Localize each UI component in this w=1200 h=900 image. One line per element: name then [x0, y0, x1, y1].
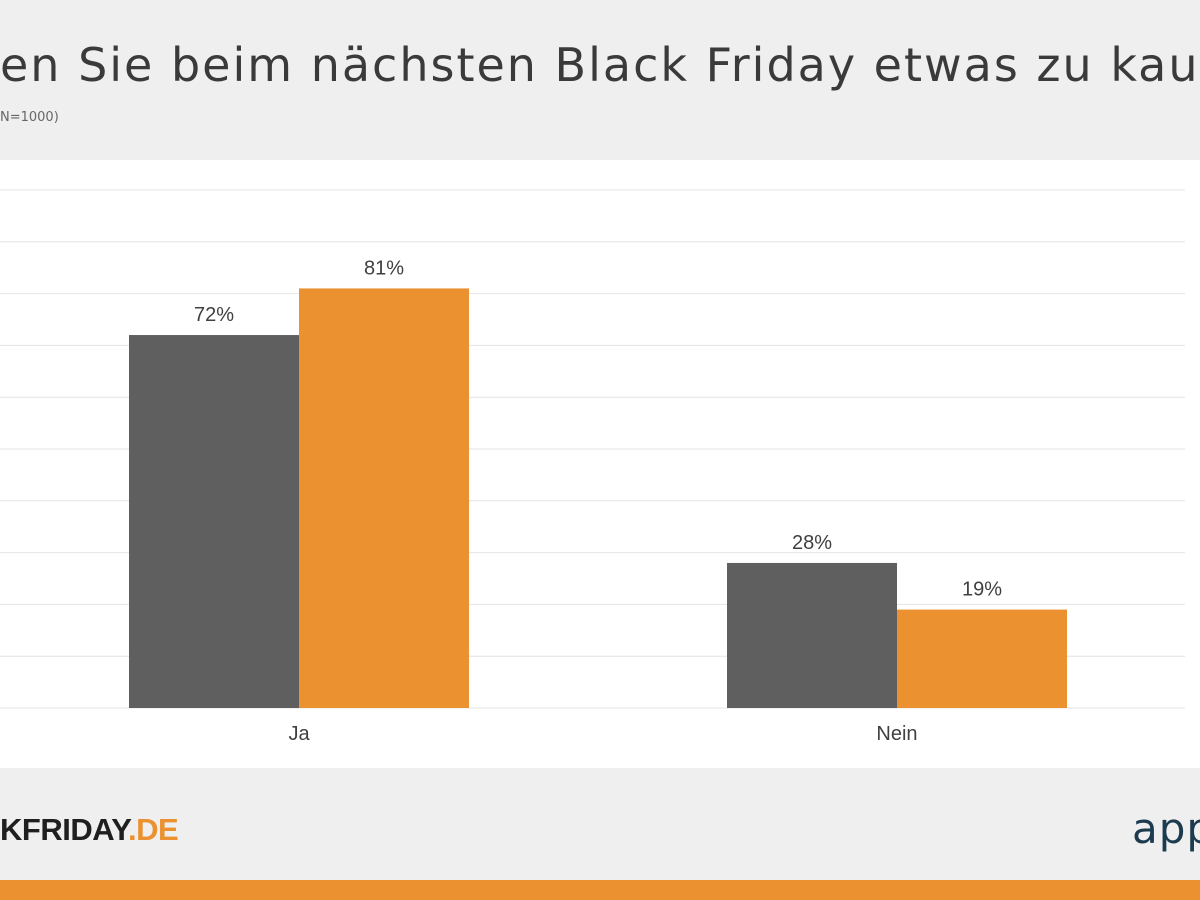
data-label: 28% — [792, 532, 832, 554]
x-tick-label: Ja — [288, 723, 310, 745]
data-labels: 72% 81% 28% 19% — [194, 257, 1002, 600]
x-tick-labels: Ja Nein — [288, 723, 917, 745]
logo-left-dot: . — [128, 812, 137, 847]
chart-title: en Sie beim nächsten Black Friday etwas … — [0, 38, 1200, 92]
bar-ja-series-1 — [129, 335, 299, 708]
data-label: 19% — [962, 579, 1002, 601]
app-logo: app — [1132, 804, 1200, 853]
chart-header: en Sie beim nächsten Black Friday etwas … — [0, 0, 1200, 160]
data-label: 81% — [364, 257, 404, 279]
logo-left-suffix: DE — [136, 812, 179, 847]
chart-subtitle: N=1000) — [0, 110, 59, 125]
bars — [129, 288, 1067, 708]
bar-nein-series-2 — [897, 609, 1067, 708]
bottom-accent-bar — [0, 880, 1200, 900]
bar-chart: 72% 81% 28% 19% Ja Nein — [0, 189, 1185, 745]
bar-nein-series-1 — [727, 562, 897, 708]
bar-ja-series-2 — [299, 288, 469, 708]
blackfriday-logo: KFRIDAY.DE — [0, 812, 179, 848]
data-label: 72% — [194, 304, 234, 326]
plot-area: 72% 81% 28% 19% Ja Nein — [0, 160, 1200, 768]
logo-left-main: KFRIDAY — [0, 812, 129, 847]
x-tick-label: Nein — [876, 723, 917, 745]
footer: KFRIDAY.DE app — [0, 768, 1200, 880]
